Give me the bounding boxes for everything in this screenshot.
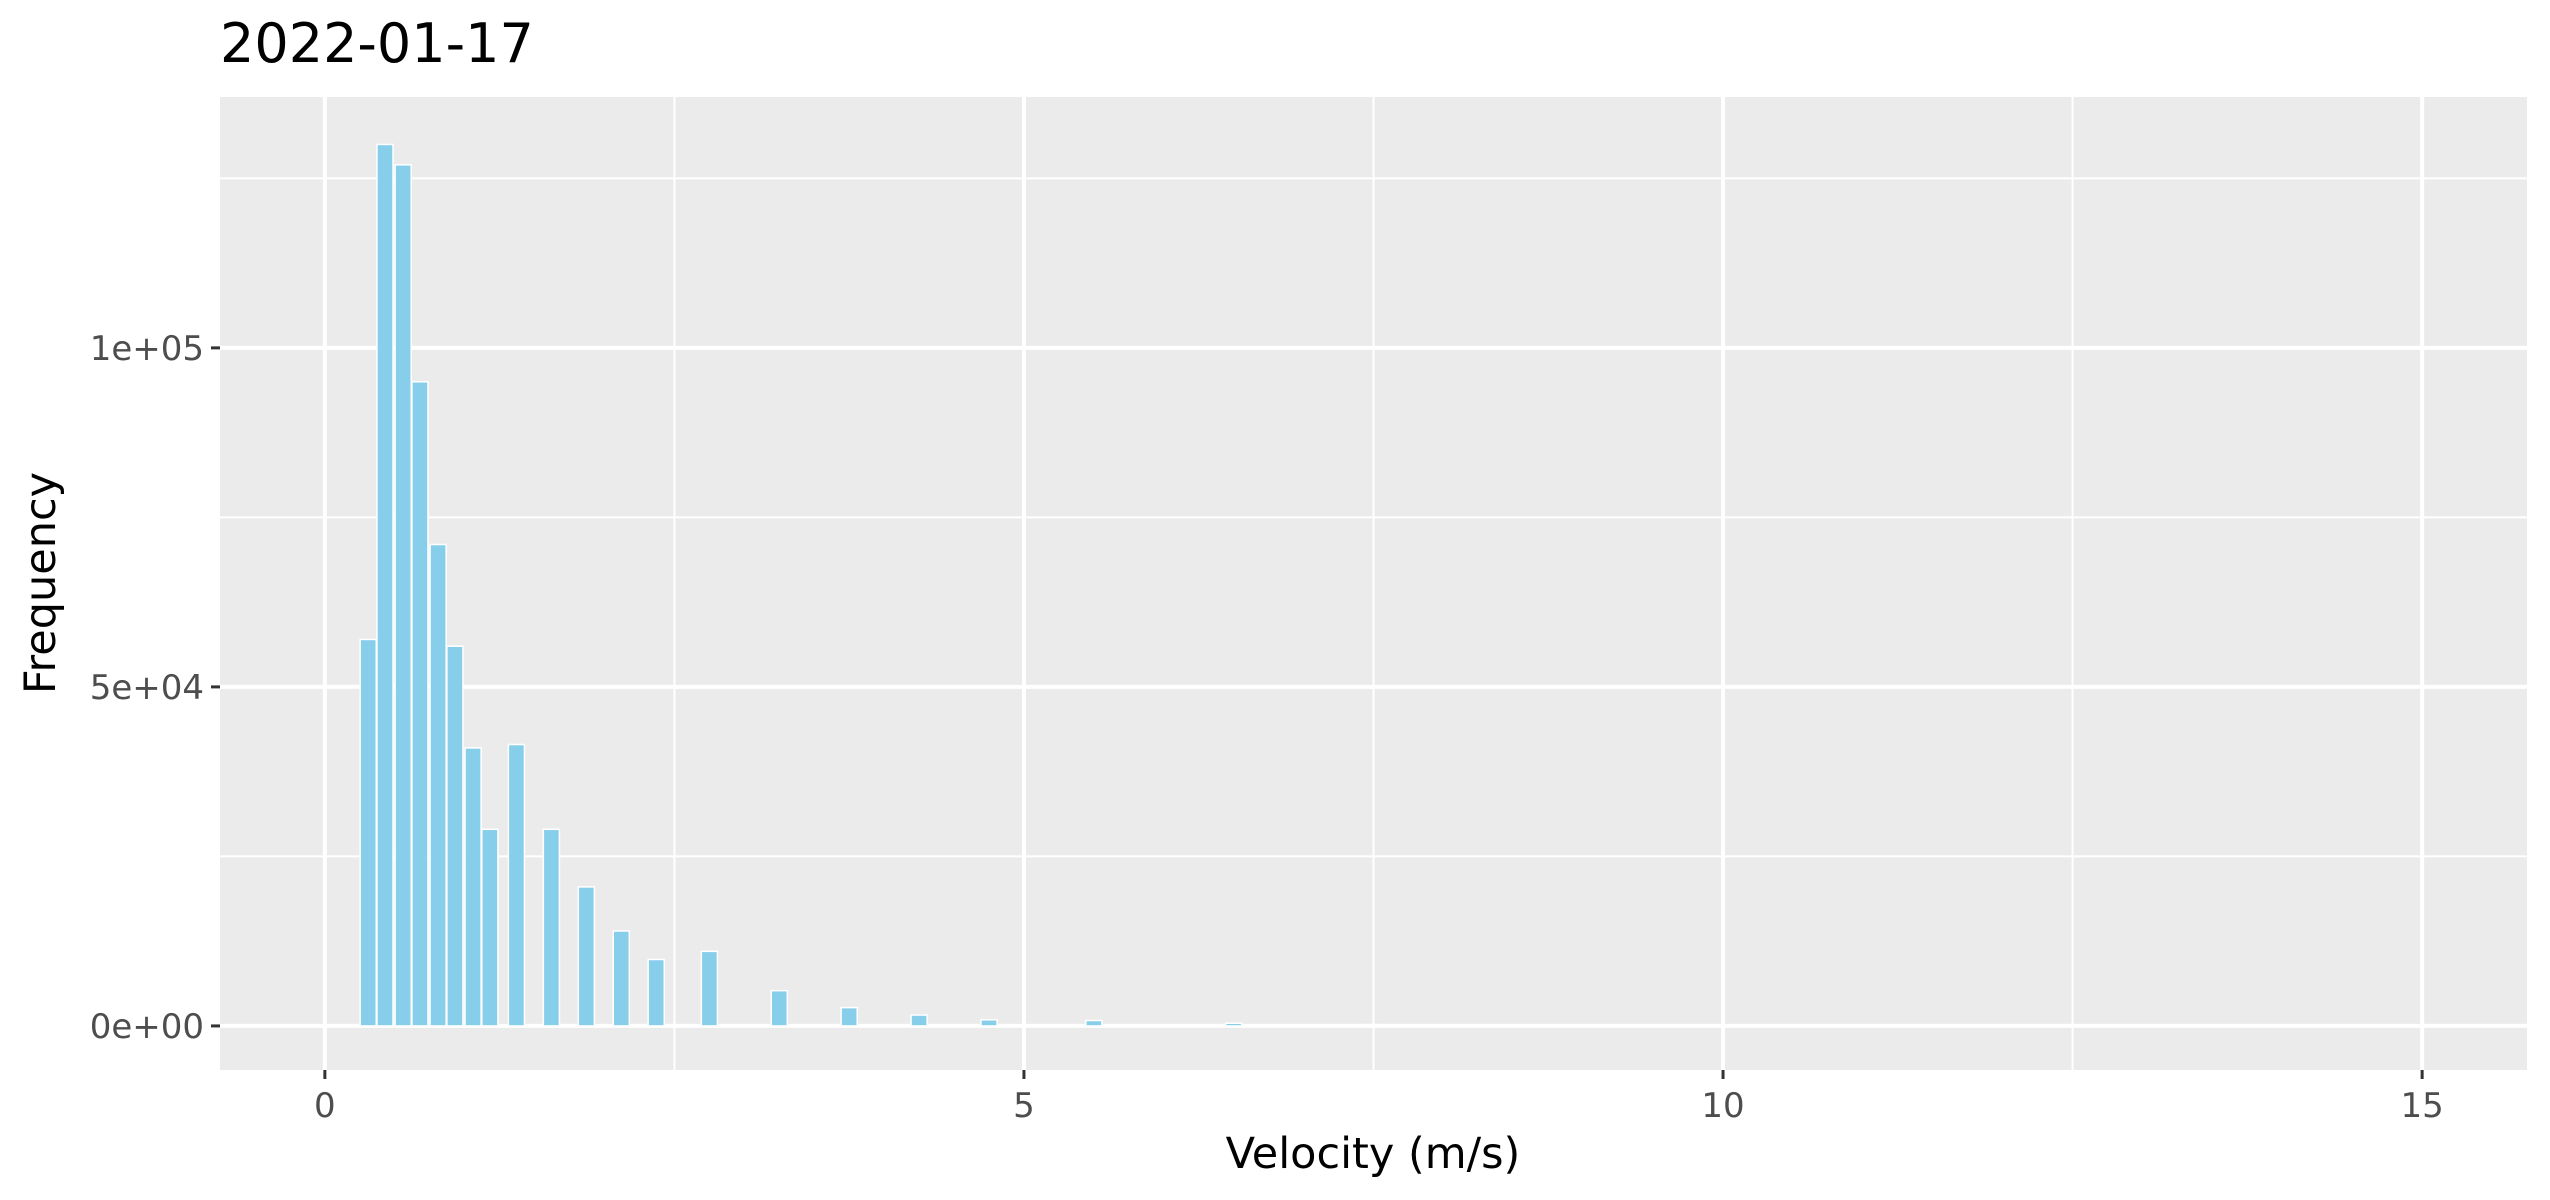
histogram-bar-6 xyxy=(464,747,482,1027)
histogram-bar-11 xyxy=(612,930,631,1027)
histogram-bar-2 xyxy=(394,164,412,1027)
histogram-bar-8 xyxy=(507,743,526,1027)
y-axis-ticks: 0e+00 5e+04 1e+05 xyxy=(90,329,220,1047)
histogram-bar-12 xyxy=(647,958,666,1027)
histogram-bar-19 xyxy=(1224,1022,1243,1027)
histogram-bar-7 xyxy=(481,828,499,1027)
histogram-bar-10 xyxy=(577,886,596,1027)
x-tick-label: 10 xyxy=(1701,1086,1744,1126)
histogram-bar-3 xyxy=(411,381,429,1027)
histogram-bar-0 xyxy=(359,638,377,1027)
histogram-bar-14 xyxy=(770,989,789,1027)
histogram-bar-5 xyxy=(446,645,464,1027)
y-tick-label: 1e+05 xyxy=(90,329,204,369)
minor-gridlines xyxy=(220,97,2527,1070)
histogram-bar-20 xyxy=(1364,1023,1383,1027)
histogram-bar-4 xyxy=(429,543,447,1027)
x-tick-label: 5 xyxy=(1013,1086,1035,1126)
histogram-bars xyxy=(359,143,1523,1027)
y-axis-title: Frequency xyxy=(16,472,66,694)
histogram-bar-18 xyxy=(1085,1019,1103,1027)
histogram-bar-13 xyxy=(700,950,719,1027)
chart-title: 2022-01-17 xyxy=(220,12,534,75)
histogram-bar-17 xyxy=(980,1019,998,1027)
histogram-bar-9 xyxy=(542,828,561,1027)
histogram-bar-16 xyxy=(910,1014,928,1027)
x-axis-ticks: 0 5 10 15 xyxy=(314,1070,2444,1126)
x-axis-title: Velocity (m/s) xyxy=(1226,1129,1521,1179)
y-tick-label: 5e+04 xyxy=(90,668,204,708)
x-tick-label: 0 xyxy=(314,1086,336,1126)
x-tick-label: 15 xyxy=(2401,1086,2444,1126)
y-tick-label: 0e+00 xyxy=(90,1007,204,1047)
histogram-bar-21 xyxy=(1504,1024,1523,1027)
histogram-bar-1 xyxy=(376,143,394,1027)
histogram-bar-15 xyxy=(840,1006,858,1027)
